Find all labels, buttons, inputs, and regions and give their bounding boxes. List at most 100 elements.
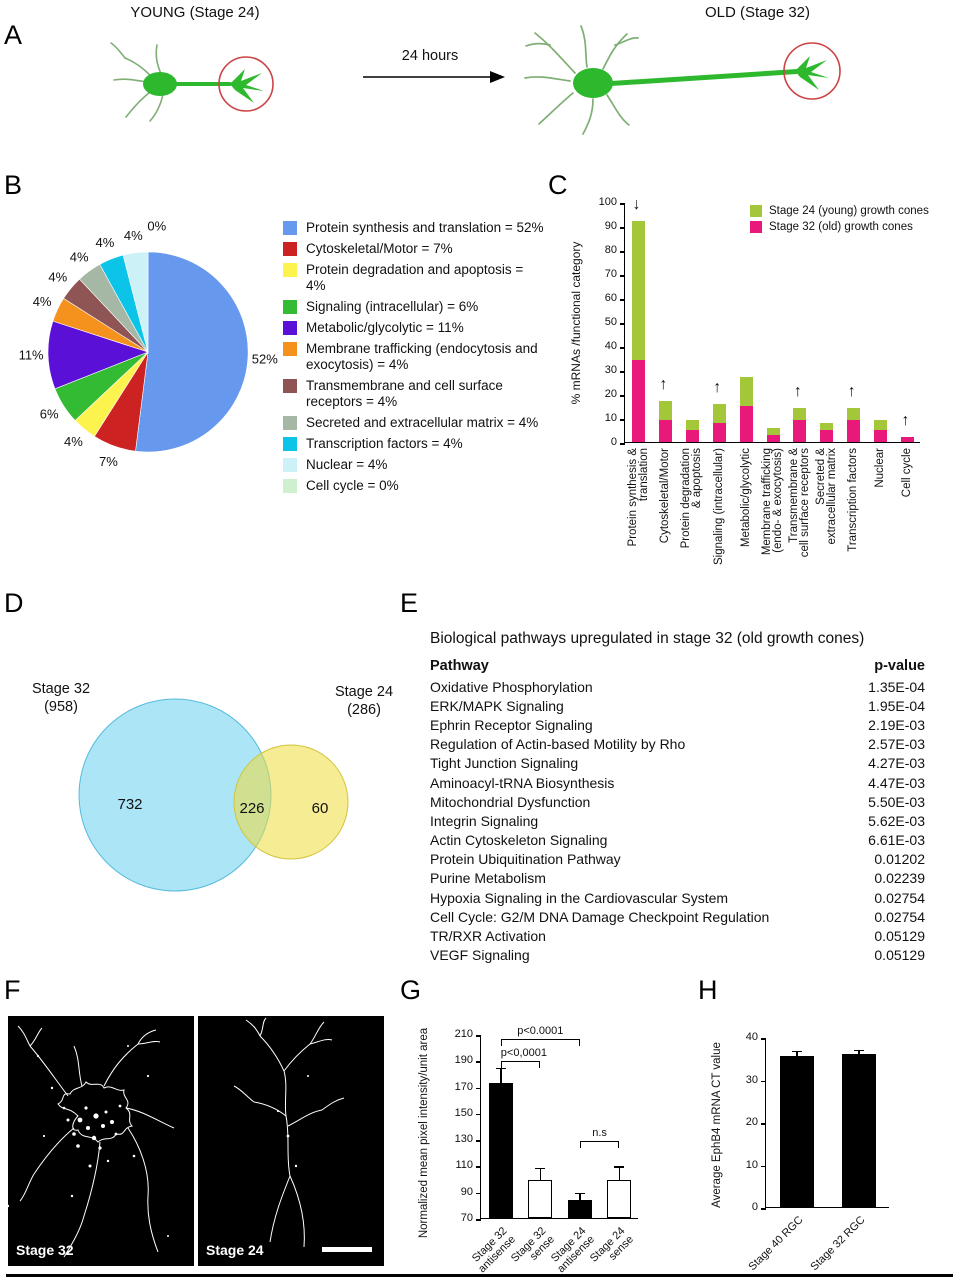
stacked-bar-stage32-segment [820, 430, 834, 442]
venn-right-title: Stage 24 (286) [318, 683, 410, 719]
pathway-name: Cell Cycle: G2/M DNA Damage Checkpoint R… [430, 908, 770, 925]
significance-bracket [500, 1061, 541, 1068]
y-tick [476, 1061, 481, 1063]
g-plot-area: 70 90 110 130 150 170 190 210 Stage 32 antisense S… [455, 1025, 638, 1275]
error-bar-cap [495, 1067, 506, 1070]
stacked-bar-stage24-segment [685, 420, 699, 430]
pie-slice [47, 320, 149, 390]
bar [567, 1199, 592, 1218]
significance-label: p<0,0001 [500, 1047, 547, 1059]
y-tick [761, 1165, 766, 1167]
pathway-name: Mitochondrial Dysfunction [430, 793, 591, 810]
venn-right-only-count: 60 [311, 800, 329, 817]
pie-legend-item: Nuclear = 4% [283, 457, 545, 473]
change-arrow-up: ↑ [659, 376, 668, 394]
y-tick [476, 1035, 481, 1037]
legend-swatch [283, 263, 297, 277]
change-arrow-up: ↑ [713, 378, 722, 396]
category-label: Signaling (intracellular) [712, 448, 725, 565]
stacked-bar-stage24-segment [847, 408, 861, 421]
pie-slice-pct-label: 4% [96, 235, 115, 250]
pathway-pvalue: 2.19E-03 [868, 716, 925, 733]
pathway-row: Cell Cycle: G2/M DNA Damage Checkpoint R… [430, 907, 927, 926]
error-bar-cap [792, 1050, 802, 1053]
pathway-pvalue: 0.02754 [874, 889, 925, 906]
pie-legend-item: Membrane trafficking (endocytosis and ex… [283, 341, 545, 373]
y-tick-label: 20 [745, 1116, 758, 1128]
y-tick-label: 10 [604, 412, 617, 424]
y-tick [476, 1219, 481, 1221]
stacked-bar-stage32-segment [685, 430, 699, 442]
pathway-row: Aminoacyl-tRNA Biosynthesis 4.47E-03 [430, 773, 927, 792]
y-tick [476, 1087, 481, 1090]
old-growth-cone [795, 56, 829, 90]
y-tick [620, 203, 625, 205]
pathway-pvalue: 0.05129 [874, 947, 925, 964]
col-header-pathway: Pathway [430, 658, 489, 674]
pie-legend-item: Signaling (intracellular) = 6% [283, 299, 545, 315]
significance-bracket [579, 1141, 620, 1148]
change-arrow-up: ↑ [847, 383, 856, 401]
pathway-pvalue: 0.02754 [874, 908, 925, 925]
category-label: Protein degradation & apoptosis [680, 448, 704, 549]
venn-left-count: (958) [44, 699, 78, 715]
significance-label: p<0.0001 [517, 1025, 564, 1037]
legend-label: Transmembrane and cell surface receptors… [306, 378, 503, 409]
c-legend: Stage 24 (young) growth cones Stage 32 (… [750, 205, 929, 237]
error-bar [500, 1067, 502, 1084]
panel-e-letter: E [400, 588, 419, 618]
pathway-row: Hypoxia Signaling in the Cardiovascular … [430, 888, 927, 907]
pathway-name: Tight Junction Signaling [430, 755, 579, 772]
panel-g-letter: G [400, 975, 422, 1005]
venn-overlap-count: 226 [239, 800, 265, 817]
change-arrow-down: ↓ [632, 196, 641, 214]
old-axon [611, 69, 797, 86]
legend-swatch [283, 437, 297, 451]
stacked-bar-stage24-segment [793, 408, 807, 421]
h-plot-area: 0 10 20 30 40 Stage 40 RGC Stage 32 RGC [746, 1031, 889, 1273]
pie-slice-pct-label: 4% [124, 228, 143, 243]
bottom-rule [6, 1274, 953, 1277]
pie-legend-item: Transmembrane and cell surface receptors… [283, 378, 545, 410]
intensity-bar-panel: Normalized mean pixel intensity/unit are… [408, 990, 698, 1280]
bar [842, 1054, 876, 1207]
category-label: Cytoskeletal/Motor [658, 448, 671, 544]
category-label: Stage 40 RGC [746, 1214, 806, 1274]
y-tick [761, 1208, 766, 1210]
y-tick-label: 100 [598, 196, 617, 208]
legend-label: Metabolic/glycolytic = 11% [306, 320, 464, 335]
pathway-table: Pathway p-value Oxidative Phosphorylatio… [430, 656, 927, 965]
panel-c-letter: C [548, 170, 568, 200]
y-tick-label: 170 [454, 1080, 473, 1093]
pathway-name: Integrin Signaling [430, 812, 539, 829]
pathway-row: Protein Ubiquitination Pathway 0.01202 [430, 850, 927, 869]
c-plot-area: 0 10 20 30 40 50 60 70 80 90 100 ↓ Protein synthesis… [599, 196, 920, 565]
pathway-pvalue: 0.02239 [874, 870, 925, 887]
bar [607, 1179, 632, 1218]
col-header-pvalue: p-value [874, 658, 925, 674]
pie-slice-pct-label: 52% [252, 351, 278, 366]
y-tick [620, 395, 625, 397]
pie-slice-pct-label: 7% [99, 454, 118, 469]
error-bar-cap [614, 1166, 625, 1168]
pie-legend-item: Protein synthesis and translation = 52% [283, 220, 545, 236]
legend-swatch [283, 379, 297, 393]
legend-item: Stage 32 (old) growth cones [750, 221, 929, 233]
y-tick [620, 347, 625, 349]
ct-value-bar-panel: Average EphB4 mRNA CT value 0 10 20 30 40 Sta… [705, 990, 953, 1280]
legend-swatch [283, 221, 297, 235]
error-bar [539, 1167, 541, 1181]
stacked-bar-stage32-segment [658, 420, 672, 442]
venn-circle-stage24 [233, 744, 349, 860]
pathway-row: ERK/MAPK Signaling 1.95E-04 [430, 696, 927, 715]
y-tick-label: 110 [455, 1159, 473, 1172]
pathway-row: Ephrin Receptor Signaling 2.19E-03 [430, 715, 927, 734]
young-soma [143, 72, 177, 96]
category-label: Membrane trafficking (endo- & exocytosis) [761, 448, 784, 556]
error-bar [858, 1049, 860, 1055]
pie-legend-item: Transcription factors = 4% [283, 436, 545, 452]
image-label-stage24: Stage 24 [206, 1242, 264, 1258]
pie-slice [135, 251, 249, 453]
pie-slice-pct-label: 4% [64, 434, 83, 449]
